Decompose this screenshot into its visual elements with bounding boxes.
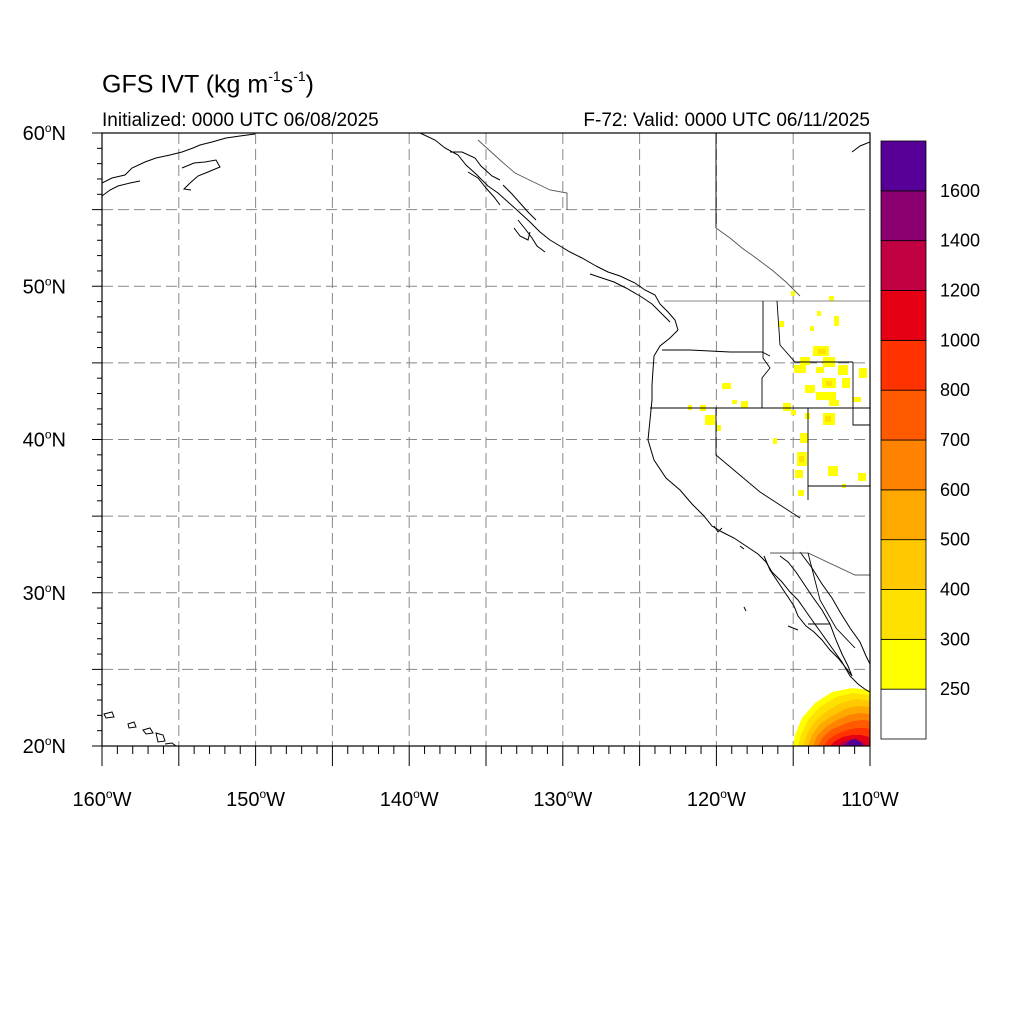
colorbar-swatch bbox=[880, 638, 927, 690]
graticule bbox=[102, 133, 870, 746]
colorbar-label: 1600 bbox=[940, 181, 980, 201]
colorbar: 250 300 400 500 600 700 800 1000 1200 1400 1600 bbox=[880, 140, 980, 740]
colorbar-swatch bbox=[880, 190, 927, 242]
colorbar-swatch bbox=[880, 339, 927, 391]
colorbar-swatch bbox=[880, 389, 927, 441]
title-exp-1: -1 bbox=[268, 68, 281, 84]
lon-label: 160oW bbox=[73, 787, 132, 811]
lat-label: 20oN bbox=[23, 734, 66, 758]
colorbar-label: 1200 bbox=[940, 281, 980, 301]
colorbar-swatch bbox=[880, 589, 927, 640]
valid-time-label: F-72: Valid: 0000 UTC 06/11/2025 bbox=[583, 110, 870, 131]
lat-label: 60oN bbox=[23, 121, 66, 145]
colorbar-label: 500 bbox=[940, 530, 970, 550]
ivt-interior-patches bbox=[688, 291, 867, 496]
ivt-interior-patches-300 bbox=[799, 349, 832, 462]
colorbar-swatch bbox=[880, 290, 927, 341]
lon-label: 120oW bbox=[687, 787, 746, 811]
colorbar-label: 1400 bbox=[940, 231, 980, 251]
colorbar-label: 1000 bbox=[940, 330, 980, 350]
colorbar-swatch bbox=[880, 489, 927, 541]
map-title: GFS IVT (kg m-1s-1) bbox=[102, 68, 314, 99]
title-suffix: ) bbox=[305, 70, 314, 99]
title-mid: s bbox=[280, 70, 294, 99]
lon-label: 150oW bbox=[226, 787, 285, 811]
ivt-blob-1600 bbox=[846, 739, 862, 746]
coastlines bbox=[102, 133, 870, 746]
political-borders bbox=[477, 133, 870, 649]
ivt-shading bbox=[688, 291, 870, 746]
colorbar-label: 400 bbox=[940, 580, 970, 600]
title-prefix: GFS IVT (kg m bbox=[102, 70, 269, 99]
colorbar-swatch bbox=[880, 240, 927, 291]
colorbar-label: 700 bbox=[940, 430, 970, 450]
longitude-labels: 160oW 150oW 140oW 130oW 120oW 110oW bbox=[73, 787, 899, 811]
colorbar-swatch bbox=[880, 439, 927, 491]
init-time-label: Initialized: 0000 UTC 06/08/2025 bbox=[102, 110, 379, 131]
axis-ticks bbox=[92, 132, 871, 766]
lon-label: 140oW bbox=[380, 787, 439, 811]
lat-label: 30oN bbox=[23, 581, 66, 605]
colorbar-label: 300 bbox=[940, 629, 970, 649]
colorbar-swatch bbox=[880, 539, 927, 590]
colorbar-swatch bbox=[880, 688, 927, 740]
lon-label: 130oW bbox=[533, 787, 592, 811]
colorbar-label: 800 bbox=[940, 380, 970, 400]
title-exp-2: -1 bbox=[293, 68, 306, 84]
colorbar-label: 250 bbox=[940, 679, 970, 699]
lat-label: 40oN bbox=[23, 428, 66, 452]
latitude-labels: 60oN 50oN 40oN 30oN 20oN bbox=[23, 121, 66, 758]
colorbar-label: 600 bbox=[940, 480, 970, 500]
lon-label: 110oW bbox=[841, 787, 899, 811]
lat-label: 50oN bbox=[23, 274, 66, 298]
colorbar-swatch bbox=[880, 140, 927, 192]
